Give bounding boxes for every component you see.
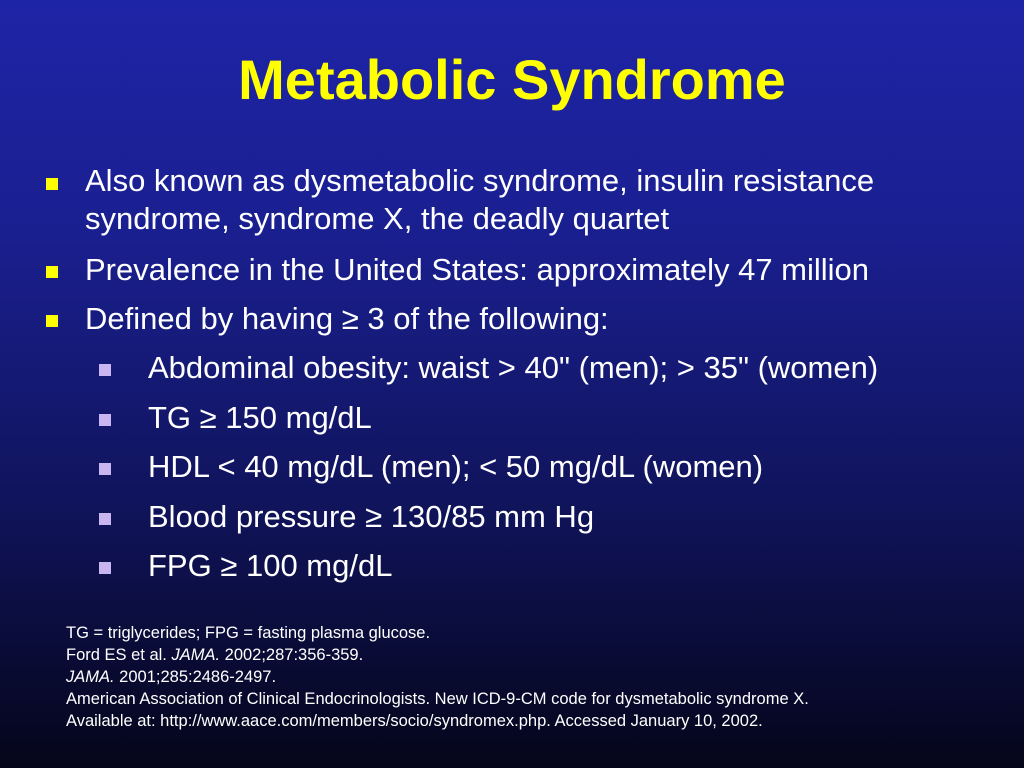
footnotes: TG = triglycerides; FPG = fasting plasma… (66, 622, 1006, 732)
footnote-ref-ford-journal: JAMA. (171, 646, 221, 664)
bullet-list: Also known as dysmetabolic syndrome, ins… (46, 163, 879, 583)
footnote-ref-ford: Ford ES et al. JAMA. 2002;287:356-359. (66, 644, 1006, 666)
sub-bullet-marker-2 (99, 414, 111, 426)
sub-bullet-marker-4 (99, 513, 111, 525)
bullet-prevalence: Prevalence in the United States: approxi… (85, 252, 870, 287)
footnote-ref-ford-author: Ford ES et al. (66, 646, 172, 664)
sub-bullet-marker-3 (99, 463, 111, 475)
bullet-aliases: Also known as dysmetabolic syndrome, ins… (85, 163, 875, 236)
footnote-ref-jama: JAMA. 2001;285:2486-2497. (66, 666, 1006, 688)
bullet-marker-2 (46, 266, 58, 278)
sub-bullet-abdominal-obesity: Abdominal obesity: waist > 40" (men); > … (148, 350, 879, 385)
footnote-ref-ford-citation: 2002;287:356-359. (220, 646, 364, 664)
footnote-ref-aace-url: Available at: http://www.aace.com/member… (66, 712, 763, 730)
sub-bullet-marker-1 (99, 364, 111, 376)
sub-bullet-hdl: HDL < 40 mg/dL (men); < 50 mg/dL (women) (148, 449, 764, 484)
bullet-marker-3 (46, 315, 58, 327)
sub-bullet-blood-pressure: Blood pressure ≥ 130/85 mm Hg (148, 499, 595, 534)
slide-title: Metabolic Syndrome (238, 48, 786, 111)
sub-bullet-fpg: FPG ≥ 100 mg/dL (148, 548, 393, 583)
footnote-ref-aace: American Association of Clinical Endocri… (66, 690, 809, 708)
sub-bullet-marker-5 (99, 562, 111, 574)
footnote-ref-jama-journal: JAMA. (66, 668, 115, 686)
bullet-marker-1 (46, 178, 58, 190)
footnote-abbreviations: TG = triglycerides; FPG = fasting plasma… (66, 624, 431, 642)
sub-bullet-tg: TG ≥ 150 mg/dL (148, 400, 372, 435)
bullet-definition: Defined by having ≥ 3 of the following: (85, 301, 609, 336)
footnote-ref-jama-citation: 2001;285:2486-2497. (114, 668, 277, 686)
